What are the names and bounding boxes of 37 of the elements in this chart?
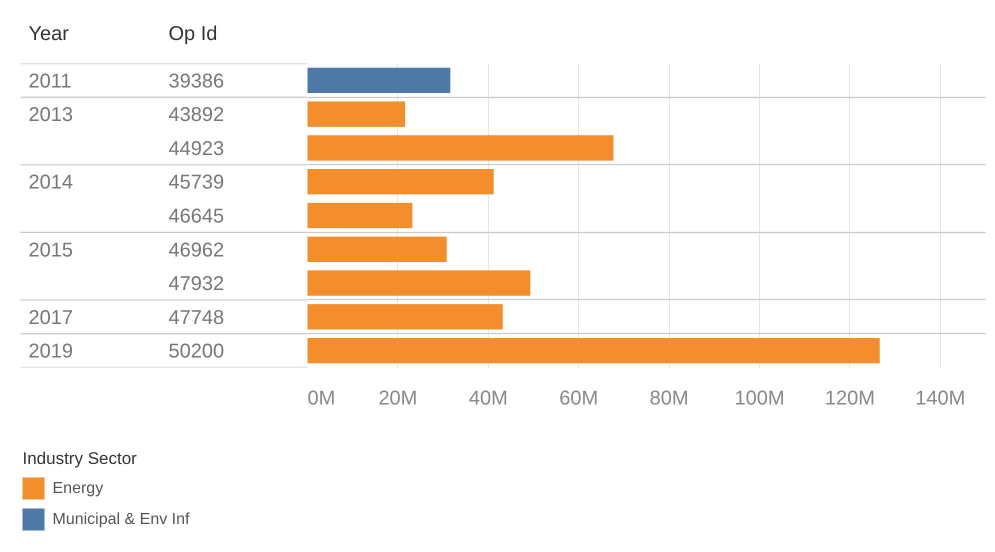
y-tick-label: 44923 bbox=[168, 138, 224, 160]
y-tick-label: 46645 bbox=[168, 206, 224, 228]
bar bbox=[308, 304, 503, 330]
y-tick-label: 46962 bbox=[168, 239, 224, 262]
y2-tick-label: 2013 bbox=[28, 104, 73, 126]
legend-label: Energy bbox=[52, 480, 104, 497]
bar bbox=[308, 236, 447, 262]
x-tick-label: 60M bbox=[559, 388, 598, 410]
bar bbox=[308, 270, 530, 296]
y2-tick-label: 2017 bbox=[28, 306, 73, 329]
x-tick-label: 40M bbox=[468, 388, 508, 410]
bar bbox=[308, 202, 412, 228]
x-tick-label: 120M bbox=[824, 388, 875, 410]
y-tick-label: 45739 bbox=[168, 172, 224, 194]
y-tick-label: 50200 bbox=[168, 340, 224, 363]
bar bbox=[308, 102, 406, 127]
y-tick-label: 47932 bbox=[168, 273, 224, 296]
y-tick-label: 39386 bbox=[168, 70, 224, 92]
bar bbox=[308, 135, 614, 161]
y-tick-label: 47748 bbox=[168, 306, 224, 329]
x-tick-label: 20M bbox=[378, 388, 418, 410]
x-tick-label: 100M bbox=[734, 388, 785, 410]
bar bbox=[308, 169, 494, 194]
x-tick-label: 0M bbox=[308, 388, 336, 410]
y2-tick-label: 2015 bbox=[28, 239, 73, 262]
y2-tick-label: 2011 bbox=[28, 70, 72, 92]
y2-tick-label: 2014 bbox=[28, 172, 73, 194]
bar bbox=[308, 68, 450, 94]
bar bbox=[308, 338, 880, 364]
legend-label: Municipal & Env Inf bbox=[52, 511, 190, 528]
x-tick-label: 140M bbox=[915, 388, 966, 410]
y-tick-label: 43892 bbox=[168, 104, 224, 126]
text: Year bbox=[28, 23, 70, 45]
y2-tick-label: 2019 bbox=[28, 340, 73, 363]
x-tick-label: 80M bbox=[650, 388, 689, 410]
legend-title: Industry Sector bbox=[22, 449, 138, 468]
y-axis-title: Op Id bbox=[168, 23, 218, 45]
